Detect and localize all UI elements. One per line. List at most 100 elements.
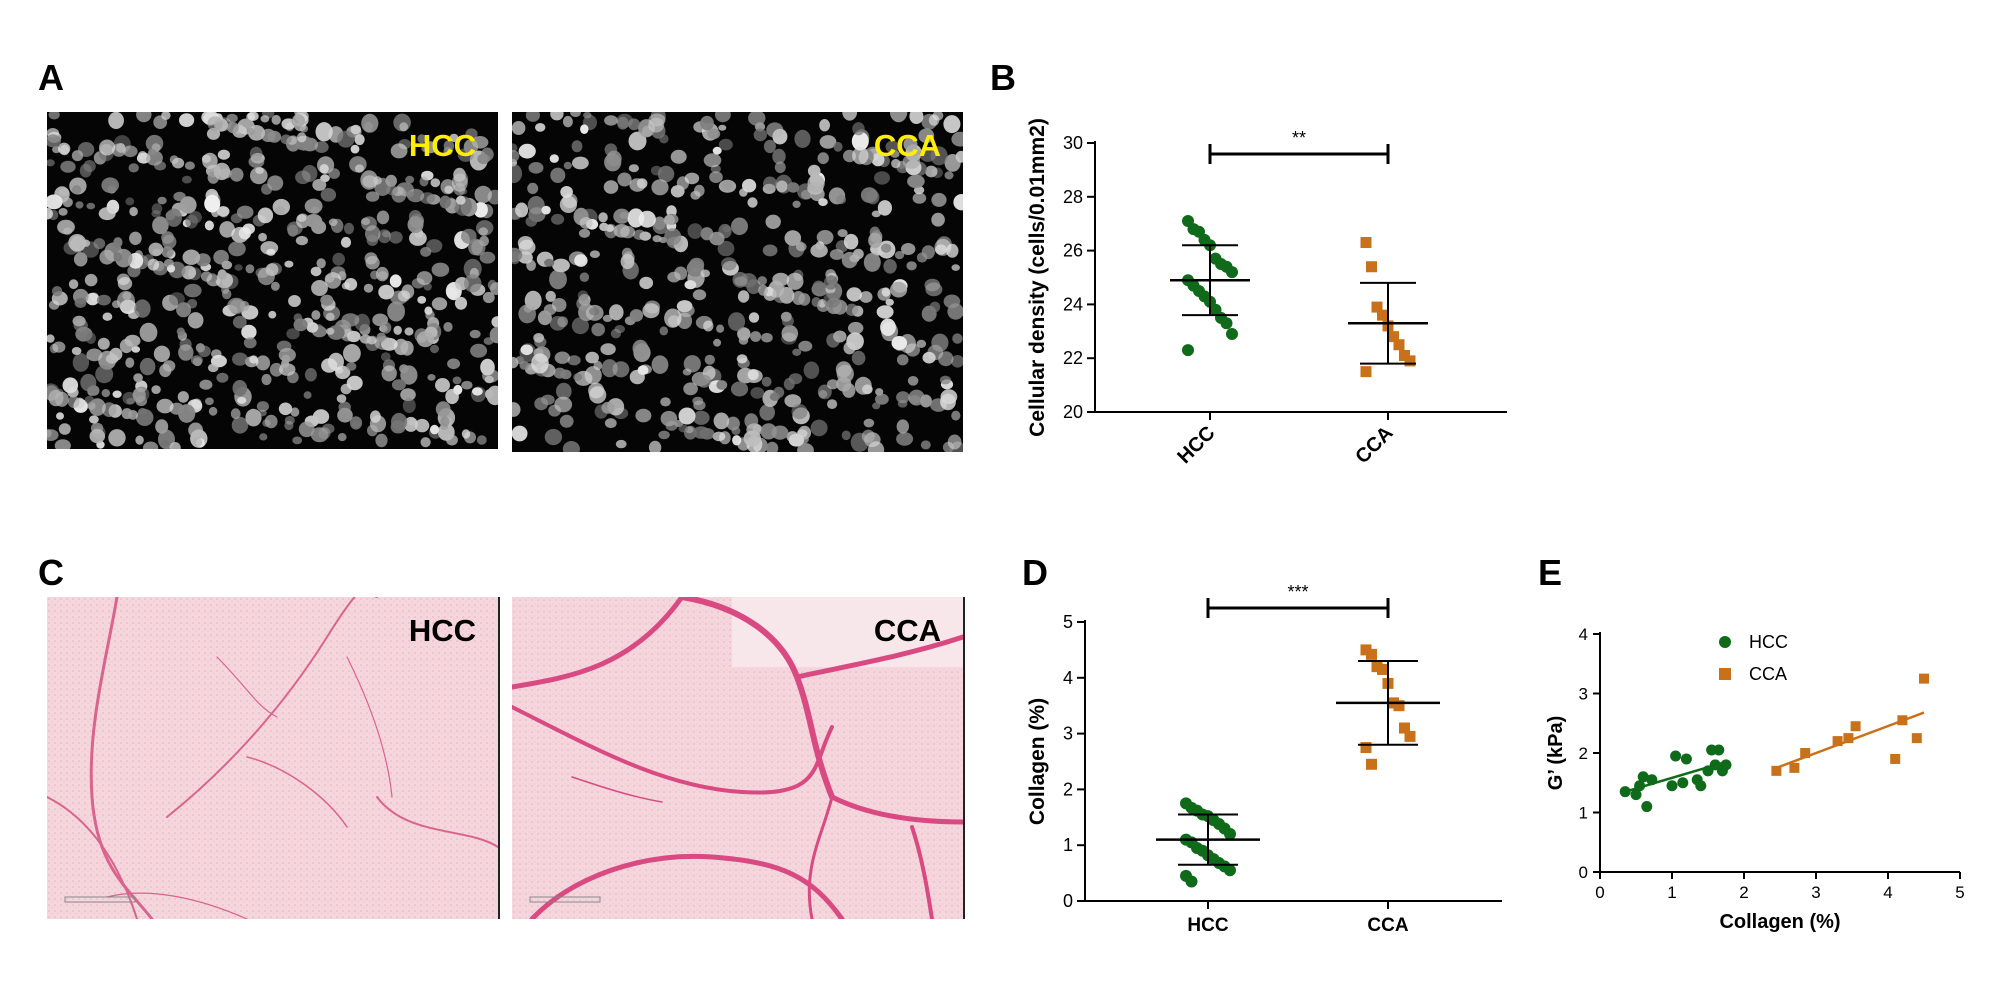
cca-data-point [1399,722,1410,734]
cca-data-point [1360,366,1372,378]
cca-data-point [1850,721,1861,732]
cellular-density-chart: 20 22 24 26 28 30 Cellular density (cells/0.01… [1026,118,1507,468]
hcc-image-label: HCC [408,128,476,163]
nuclei-group [47,112,498,449]
y-tick-label: 26 [1063,241,1083,261]
cca-data-point [1377,663,1388,675]
hcc-data-point [1224,828,1236,841]
cca-data-point [1404,355,1416,367]
y-tick-label: 0 [1579,863,1588,882]
legend-marker-hcc [1719,636,1731,648]
cca-data-point [1393,339,1405,351]
cca-data-point [1404,730,1416,742]
cca-tissue-image: CCA [512,597,965,919]
y-tick-label: 3 [1063,724,1073,744]
cca-image-label: CCA [873,128,941,163]
cca-tissue-micrograph [512,597,963,919]
hcc-data-point [1220,317,1233,330]
y-tick-label: 2 [1063,779,1073,799]
panel-letter-d: D [1022,552,1048,593]
cca-data-point [1360,237,1372,249]
cca-data-point [1393,700,1405,712]
y-tick-label: 4 [1063,668,1073,688]
y-tick-label: 5 [1063,612,1073,632]
x-tick-label: 2 [1739,883,1748,902]
stiffness-vs-collagen-chart: 0 1 2 3 4 0 1 2 3 4 5 Collagen (%) G’ (kPa) HCC CCA [1545,625,1965,933]
hcc-data-point [1641,801,1653,813]
hcc-data-point [1720,759,1732,771]
x-category-label: CCA [1367,915,1408,936]
y-tick-label: 3 [1579,685,1588,704]
cca-data-point [1366,648,1377,660]
x-category-label: HCC [1173,422,1219,468]
cca-data-point [1366,261,1377,273]
hcc-data-point [1185,875,1198,888]
cca-data-point [1366,758,1377,770]
hcc-tissue-label: HCC [408,613,476,648]
cca-data-point [1360,742,1372,754]
y-tick-label: 0 [1063,891,1073,911]
cca-data-point [1377,309,1388,321]
collagen-percent-chart: 0 1 2 3 4 5 Collagen (%) HCC CCA *** [1026,582,1502,936]
hcc-data-point [1670,750,1682,762]
cca-nuclei-image: CCA [512,112,963,452]
panel-letter-a: A [38,57,64,98]
cca-data-point [1789,762,1800,773]
y-tick-label: 24 [1063,294,1083,314]
cca-data-point [1843,733,1854,744]
y-tick-label: 4 [1579,625,1588,644]
cca-data-point [1371,301,1383,313]
hcc-data-point [1713,744,1725,756]
hcc-tissue-image: HCC [47,597,500,919]
hcc-data-point [1637,771,1649,783]
hcc-tissue-micrograph [47,597,498,919]
hcc-data-point [1634,780,1646,792]
cca-data-point [1388,331,1399,343]
y-tick-label: 22 [1063,348,1083,368]
panel-letter-e: E [1538,552,1563,593]
cca-data-point [1771,765,1782,776]
cca-data-point [1911,733,1922,744]
x-axis-label: Collagen (%) [1719,911,1840,933]
hcc-data-point [1646,774,1658,786]
hcc-data-point [1619,786,1631,798]
significance-stars: ** [1292,128,1306,148]
cca-tissue-label: CCA [873,613,941,648]
significance-stars: *** [1287,582,1308,602]
hcc-data-point [1695,780,1707,792]
legend-label: HCC [1749,632,1788,652]
hcc-data-point [1680,753,1692,765]
panel-letter-c: C [38,552,64,593]
y-axis-label: Collagen (%) [1026,698,1049,825]
cca-data-point [1919,673,1929,684]
panel-letter-b: B [990,57,1016,98]
hcc-data-point [1677,777,1689,789]
cca-data-point [1800,748,1811,758]
cca-nuclei-micrograph [512,112,963,452]
hcc-nuclei-image: HCC [47,112,498,449]
y-tick-label: 1 [1063,835,1073,855]
y-tick-label: 2 [1579,744,1588,763]
y-axis-label: Cellular density (cells/0.01mm2) [1026,118,1049,437]
hcc-data-point [1182,344,1194,357]
cca-data-point [1832,736,1843,747]
y-tick-label: 1 [1579,804,1588,823]
x-tick-label: 1 [1667,883,1676,902]
hcc-data-point [1226,327,1238,340]
hcc-data-point [1630,789,1642,801]
y-axis-label: G’ (kPa) [1545,716,1567,790]
hcc-data-point [1666,780,1678,792]
hcc-data-point [1226,266,1238,279]
y-tick-label: 20 [1063,402,1083,422]
y-tick-label: 28 [1063,187,1083,207]
x-tick-label: 0 [1595,883,1604,902]
legend-label: CCA [1749,664,1787,684]
x-category-label: CCA [1351,422,1397,468]
x-tick-label: 3 [1811,883,1820,902]
cca-data-point [1897,715,1908,726]
y-tick-label: 30 [1063,133,1083,153]
legend-marker-cca [1719,668,1731,680]
hcc-nuclei-micrograph [47,112,498,449]
cca-data-point [1890,753,1901,764]
x-tick-label: 4 [1883,883,1892,902]
